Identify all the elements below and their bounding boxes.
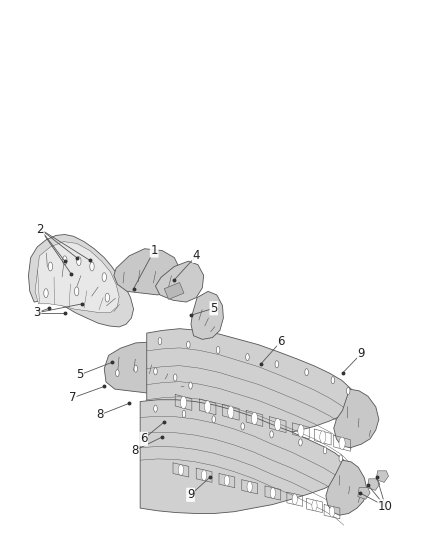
Text: 4: 4 — [192, 249, 200, 262]
Circle shape — [90, 262, 94, 271]
Circle shape — [116, 369, 119, 377]
Circle shape — [320, 431, 326, 443]
Circle shape — [158, 337, 162, 345]
Polygon shape — [164, 282, 184, 300]
Circle shape — [44, 289, 48, 297]
Circle shape — [212, 416, 215, 423]
Text: 1: 1 — [150, 244, 158, 257]
Polygon shape — [35, 241, 119, 313]
Polygon shape — [28, 235, 134, 327]
Circle shape — [241, 423, 244, 430]
Polygon shape — [326, 460, 367, 515]
Circle shape — [201, 470, 207, 481]
Circle shape — [292, 494, 297, 505]
Circle shape — [270, 488, 276, 498]
Circle shape — [48, 262, 53, 271]
Circle shape — [224, 475, 230, 486]
Text: 3: 3 — [34, 306, 41, 319]
Circle shape — [339, 455, 343, 462]
Circle shape — [228, 406, 234, 418]
Text: 5: 5 — [210, 302, 217, 315]
Circle shape — [329, 506, 335, 517]
Circle shape — [102, 273, 106, 281]
Polygon shape — [367, 479, 380, 490]
Circle shape — [134, 365, 138, 372]
Polygon shape — [114, 249, 180, 295]
Circle shape — [331, 377, 335, 384]
Polygon shape — [376, 471, 389, 482]
Circle shape — [270, 431, 273, 438]
Text: 7: 7 — [68, 391, 76, 405]
Circle shape — [178, 465, 184, 475]
Circle shape — [74, 287, 79, 296]
Circle shape — [182, 410, 186, 417]
Polygon shape — [334, 389, 379, 448]
Text: 2: 2 — [36, 223, 44, 236]
Text: 6: 6 — [140, 432, 148, 446]
Circle shape — [305, 369, 308, 376]
Circle shape — [189, 382, 192, 389]
Text: 5: 5 — [76, 368, 83, 382]
Circle shape — [312, 500, 317, 511]
Circle shape — [275, 361, 279, 368]
Polygon shape — [140, 400, 344, 513]
Circle shape — [275, 418, 281, 431]
Circle shape — [339, 437, 345, 449]
Circle shape — [154, 405, 157, 412]
Text: 9: 9 — [357, 347, 365, 360]
Circle shape — [77, 257, 81, 265]
Text: 6: 6 — [277, 335, 285, 348]
Text: 10: 10 — [378, 500, 393, 513]
Polygon shape — [104, 342, 201, 396]
Circle shape — [216, 346, 220, 353]
Circle shape — [246, 353, 249, 361]
Circle shape — [205, 401, 211, 413]
Circle shape — [105, 293, 110, 302]
Polygon shape — [191, 292, 223, 340]
Polygon shape — [358, 488, 370, 499]
Circle shape — [187, 341, 190, 348]
Polygon shape — [147, 329, 351, 445]
Circle shape — [154, 368, 157, 375]
Text: 9: 9 — [187, 488, 194, 502]
Circle shape — [180, 396, 187, 409]
Circle shape — [346, 387, 350, 394]
Circle shape — [251, 412, 258, 425]
Text: 8: 8 — [96, 408, 103, 422]
Circle shape — [63, 256, 67, 265]
Text: 8: 8 — [131, 444, 138, 457]
Circle shape — [247, 481, 252, 492]
Polygon shape — [155, 261, 204, 302]
Circle shape — [323, 447, 327, 454]
Circle shape — [173, 374, 177, 381]
Circle shape — [299, 439, 302, 446]
Circle shape — [298, 425, 304, 437]
